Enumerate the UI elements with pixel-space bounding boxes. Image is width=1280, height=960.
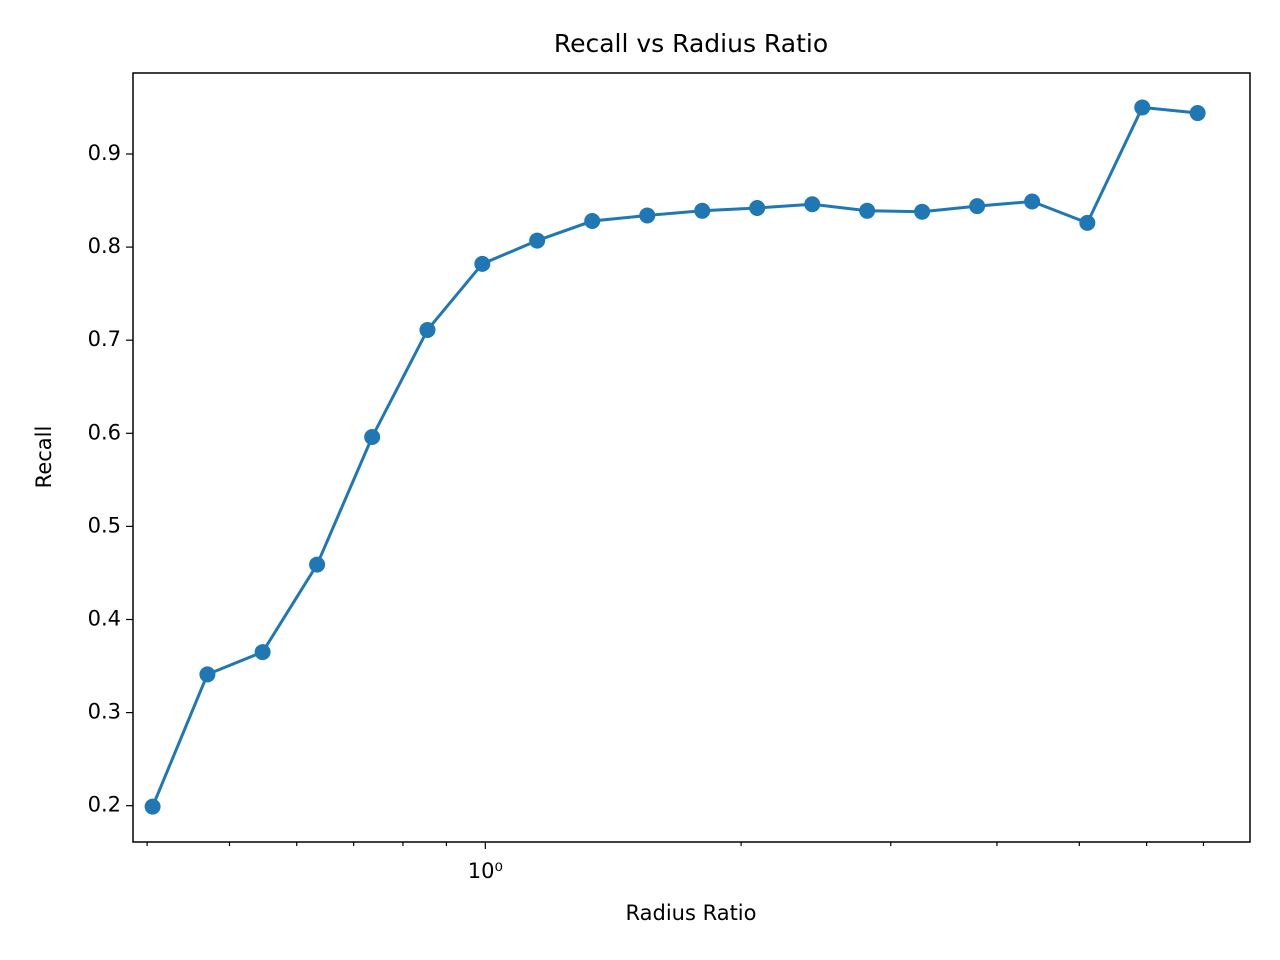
point bbox=[474, 255, 491, 272]
point bbox=[1079, 214, 1096, 231]
y-tick-label: 0.2 bbox=[88, 793, 121, 817]
point bbox=[1189, 105, 1206, 122]
x-tick-label: 10⁰ bbox=[468, 859, 503, 883]
y-tick-label: 0.4 bbox=[88, 606, 121, 630]
point bbox=[914, 203, 931, 220]
y-tick-label: 0.9 bbox=[88, 141, 121, 165]
y-tick-label: 0.3 bbox=[88, 700, 121, 724]
point bbox=[144, 798, 161, 815]
x-axis-label: Radius Ratio bbox=[625, 901, 756, 925]
chart-title: Recall vs Radius Ratio bbox=[554, 29, 828, 58]
point bbox=[1134, 99, 1151, 116]
line bbox=[151, 105, 1198, 808]
point bbox=[529, 232, 546, 249]
point bbox=[254, 644, 271, 661]
plot-frame bbox=[132, 72, 1251, 843]
y-tick-label: 0.7 bbox=[88, 327, 121, 351]
y-tick-label: 0.5 bbox=[88, 513, 121, 537]
point bbox=[639, 207, 656, 224]
point bbox=[859, 202, 876, 219]
point bbox=[804, 196, 821, 213]
point bbox=[199, 666, 216, 683]
point bbox=[1024, 193, 1041, 210]
point bbox=[364, 429, 381, 446]
y-tick-label: 0.8 bbox=[88, 234, 121, 258]
point bbox=[419, 321, 436, 338]
point bbox=[969, 198, 986, 215]
y-tick-label: 0.6 bbox=[88, 420, 121, 444]
point bbox=[694, 202, 711, 219]
point bbox=[309, 556, 326, 573]
point bbox=[749, 199, 766, 216]
y-axis-label: Recall bbox=[32, 426, 56, 489]
point bbox=[584, 213, 601, 230]
